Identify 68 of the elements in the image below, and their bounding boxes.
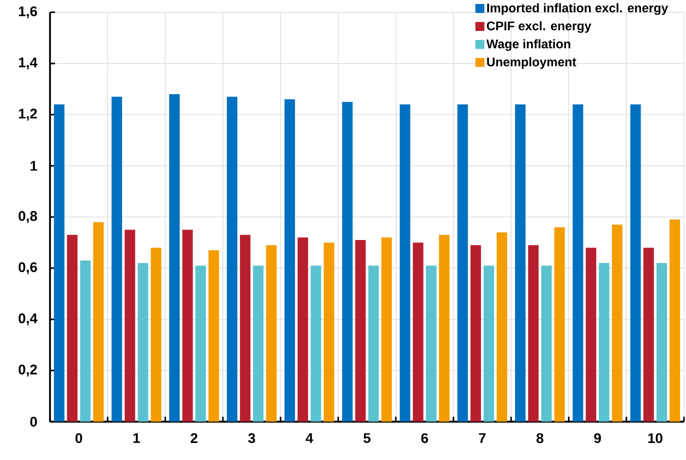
- bar: [515, 104, 526, 422]
- bar: [470, 245, 481, 422]
- bar: [670, 220, 680, 422]
- y-tick-label: 0: [30, 416, 37, 427]
- bar: [342, 102, 353, 422]
- bar: [612, 224, 622, 422]
- bar: [112, 96, 122, 422]
- bar: [598, 263, 610, 422]
- bar: [528, 245, 539, 422]
- y-tick-label: 0,8: [18, 211, 38, 223]
- bar: [541, 266, 552, 422]
- bar: [150, 248, 162, 422]
- x-tick-label: 4: [306, 433, 314, 443]
- bar: [368, 266, 379, 422]
- x-tick-label: 8: [536, 433, 544, 444]
- bar: [182, 230, 193, 422]
- bar: [324, 242, 334, 422]
- x-tick-label: 2: [190, 433, 198, 443]
- bar: [266, 245, 277, 422]
- bar: [208, 250, 219, 422]
- x-tick-label: 7: [478, 433, 486, 443]
- bar: [426, 266, 436, 422]
- y-tick-label: 1,4: [18, 58, 38, 70]
- x-tick-label: 0: [75, 433, 82, 444]
- y-tick-label: 0,2: [18, 364, 37, 376]
- y-tick-label: 0,6: [18, 262, 37, 274]
- bar: [138, 263, 148, 422]
- bar: [195, 266, 206, 422]
- bar: [253, 266, 264, 422]
- x-tick-label: 1: [133, 433, 140, 443]
- bar: [484, 266, 494, 422]
- legend-label: Wage inflation: [486, 39, 570, 51]
- bar: [284, 99, 295, 422]
- bar: [400, 104, 410, 422]
- y-tick-label: 1,2: [18, 108, 37, 121]
- bar: [656, 263, 667, 422]
- bar: [572, 104, 584, 422]
- x-tick-label: 10: [648, 433, 662, 444]
- bar: [169, 94, 180, 422]
- bar: [226, 96, 238, 422]
- y-tick-label: 1: [30, 161, 38, 171]
- bar: [310, 266, 322, 422]
- bar: [355, 240, 366, 422]
- bar: [124, 230, 136, 422]
- bar: [381, 237, 392, 422]
- x-tick-label: 5: [364, 433, 370, 443]
- bar: [67, 234, 78, 422]
- legend-label: Imported inflation excl. energy: [487, 3, 668, 15]
- y-tick-label: 1,6: [18, 6, 37, 18]
- bar: [586, 248, 596, 422]
- bar: [630, 104, 641, 422]
- bar: [643, 248, 654, 422]
- bar: [54, 104, 64, 422]
- bar: [439, 234, 450, 422]
- bar: [457, 104, 468, 422]
- bar: [496, 232, 508, 422]
- x-tick-label: 3: [248, 433, 256, 444]
- bar: [412, 242, 424, 422]
- legend-label: Unemployment: [487, 57, 576, 69]
- y-tick-label: 0,4: [18, 313, 38, 326]
- bar: [554, 227, 565, 422]
- bar: [240, 234, 250, 422]
- x-tick-label: 6: [421, 433, 428, 444]
- legend-label: CPIF excl. energy: [486, 21, 592, 33]
- x-tick-label: 9: [594, 433, 601, 444]
- bar: [93, 222, 104, 422]
- bar: [80, 260, 91, 422]
- bar: [298, 237, 308, 422]
